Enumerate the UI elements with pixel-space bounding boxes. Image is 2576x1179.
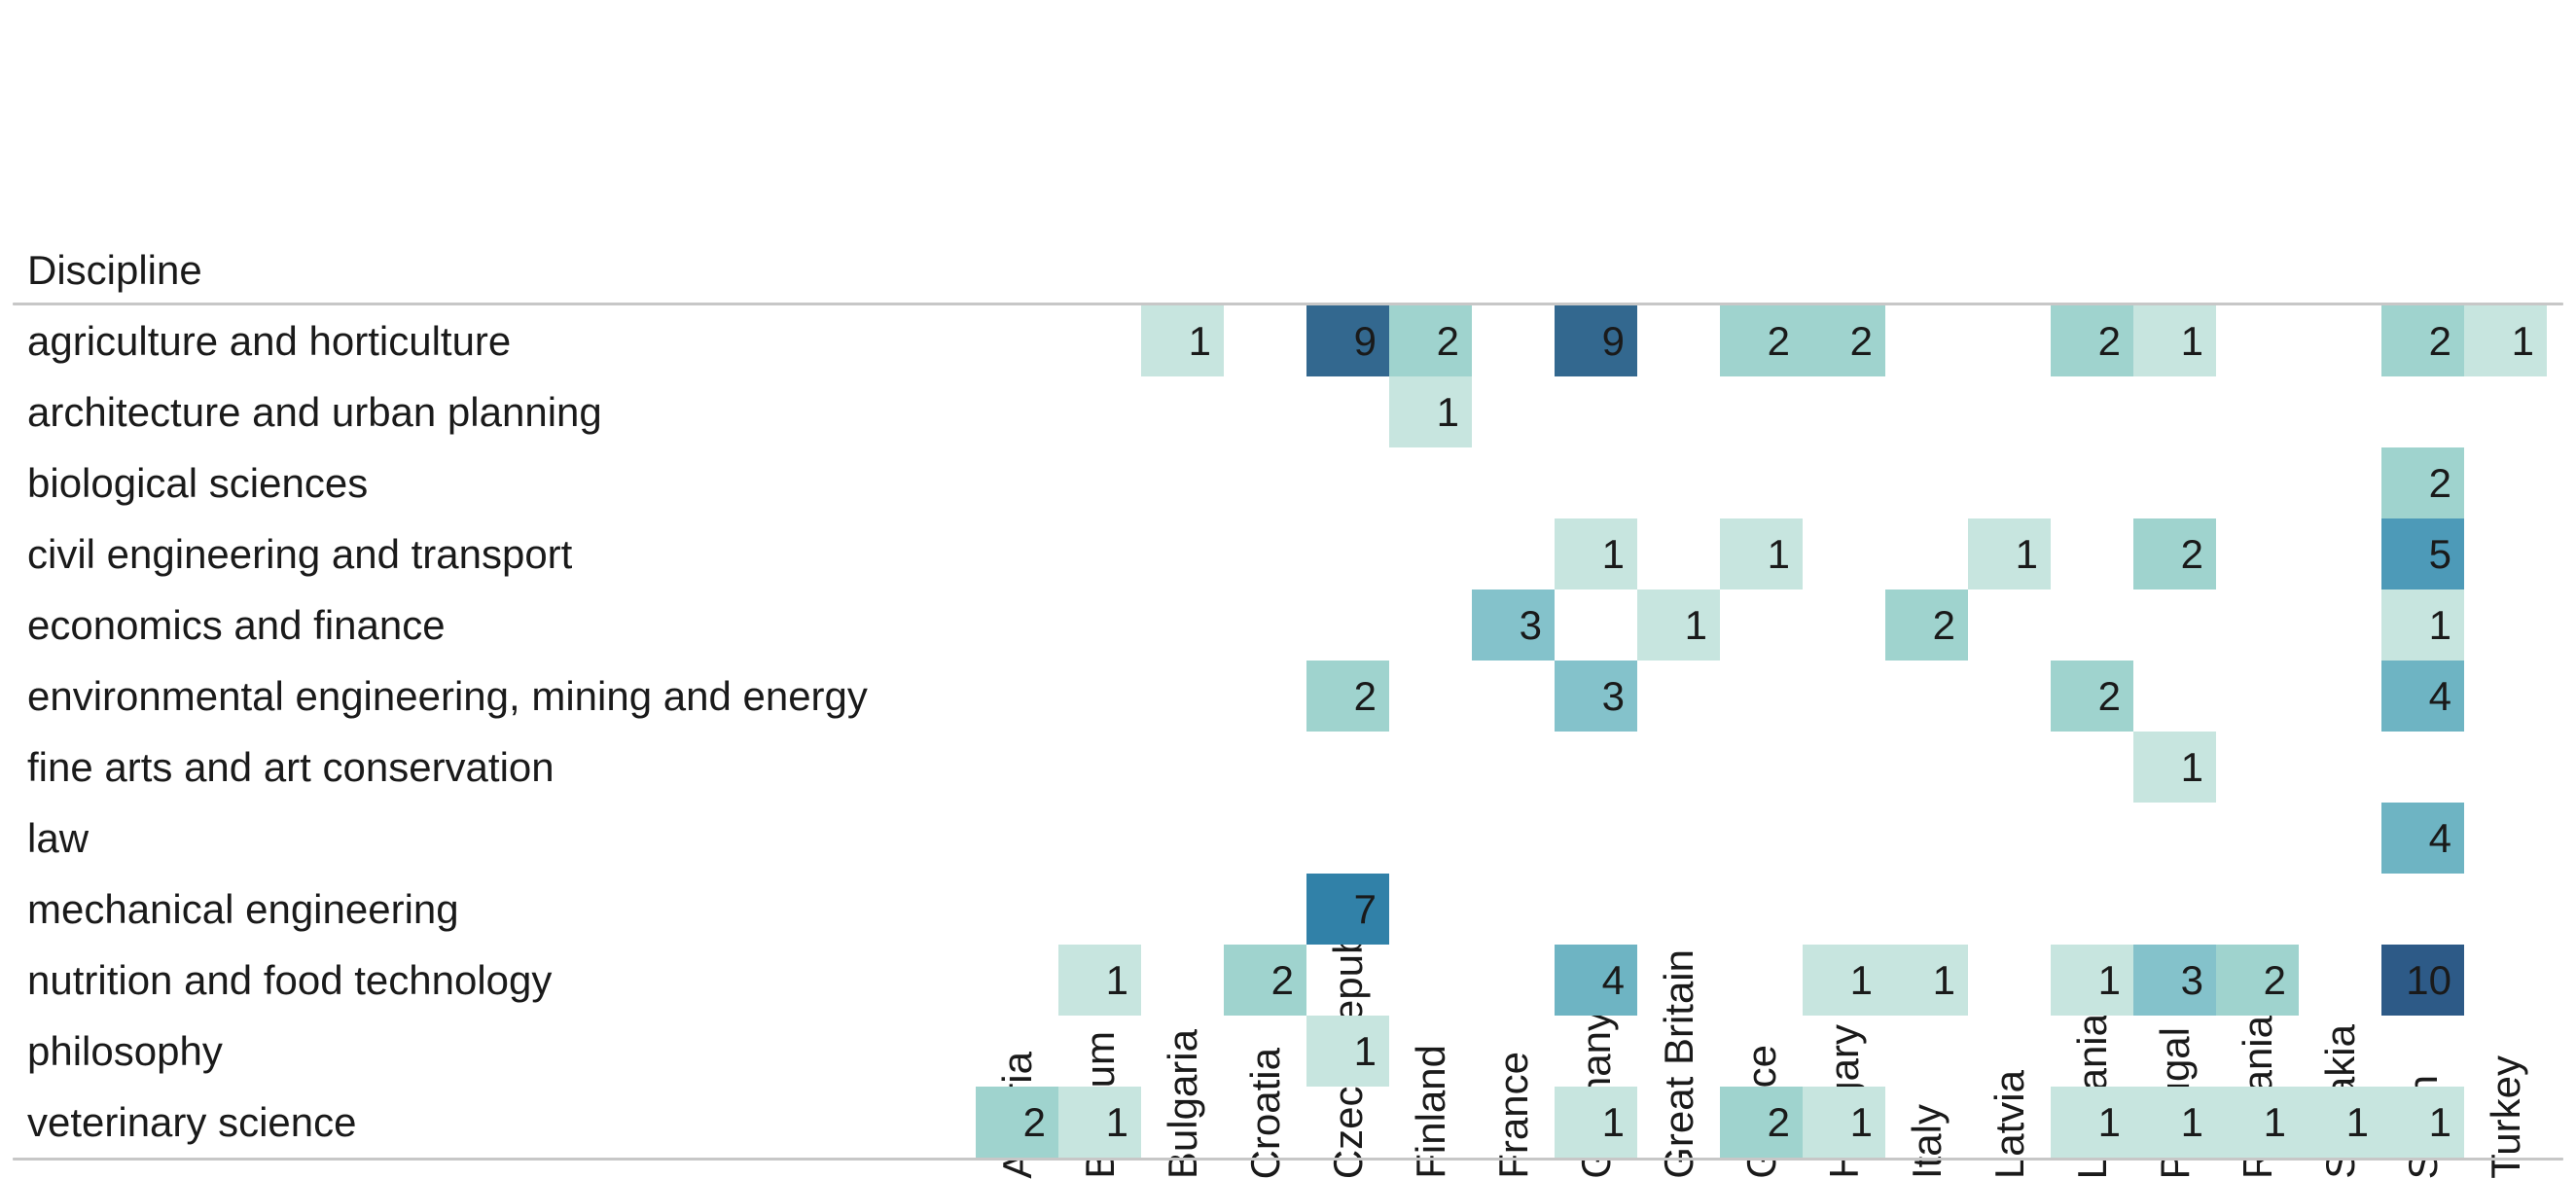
row-biological-sciences: biological sciences 2 (0, 447, 2576, 518)
cell-environmental-engineering-mining-and-energy-spain[interactable]: 4 (2381, 661, 2464, 732)
cell-veterinary-science-portugal[interactable]: 1 (2133, 1087, 2216, 1158)
cell-economics-and-finance-italy[interactable]: 2 (1885, 590, 1968, 661)
row-header-title: Discipline (27, 247, 202, 293)
row-agriculture-and-horticulture: agriculture and horticulture 1 9 2 9 2 2 2 1 2 1 (0, 305, 2576, 376)
row-architecture-and-urban-planning: architecture and urban planning 1 (0, 376, 2576, 447)
row-label[interactable]: biological sciences (27, 459, 369, 506)
cell-environmental-engineering-mining-and-energy-czech-republic[interactable]: 2 (1306, 661, 1389, 732)
cell-economics-and-finance-france[interactable]: 3 (1472, 590, 1555, 661)
row-label[interactable]: economics and finance (27, 601, 446, 648)
cell-agriculture-and-horticulture-czech-republic[interactable]: 9 (1306, 305, 1389, 376)
cell-civil-engineering-and-transport-portugal[interactable]: 2 (2133, 518, 2216, 590)
cell-nutrition-and-food-technology-croatia[interactable]: 2 (1224, 945, 1306, 1016)
cell-agriculture-and-horticulture-spain[interactable]: 2 (2381, 305, 2464, 376)
row-veterinary-science: veterinary science 2 1 1 2 1 1 1 1 1 1 (0, 1087, 2576, 1158)
cell-nutrition-and-food-technology-romania[interactable]: 2 (2216, 945, 2299, 1016)
cell-agriculture-and-horticulture-lithuania[interactable]: 2 (2051, 305, 2133, 376)
cell-architecture-and-urban-planning-finland[interactable]: 1 (1389, 376, 1472, 447)
cell-civil-engineering-and-transport-germany[interactable]: 1 (1555, 518, 1637, 590)
cell-nutrition-and-food-technology-hungary[interactable]: 1 (1803, 945, 1885, 1016)
row-label[interactable]: law (27, 814, 89, 861)
cell-philosophy-czech-republic[interactable]: 1 (1306, 1016, 1389, 1087)
cell-civil-engineering-and-transport-greece[interactable]: 1 (1720, 518, 1803, 590)
row-label[interactable]: architecture and urban planning (27, 388, 602, 435)
row-civil-engineering-and-transport: civil engineering and transport 1 1 1 2 5 (0, 518, 2576, 590)
cell-veterinary-science-belgium[interactable]: 1 (1058, 1087, 1141, 1158)
row-philosophy: philosophy 1 (0, 1016, 2576, 1087)
cell-mechanical-engineering-czech-republic[interactable]: 7 (1306, 874, 1389, 945)
cell-law-spain[interactable]: 4 (2381, 803, 2464, 874)
cell-nutrition-and-food-technology-germany[interactable]: 4 (1555, 945, 1637, 1016)
cell-veterinary-science-germany[interactable]: 1 (1555, 1087, 1637, 1158)
row-label[interactable]: philosophy (27, 1027, 223, 1074)
cell-agriculture-and-horticulture-finland[interactable]: 2 (1389, 305, 1472, 376)
header-separator-rule (13, 303, 2563, 305)
cell-veterinary-science-hungary[interactable]: 1 (1803, 1087, 1885, 1158)
cell-nutrition-and-food-technology-spain[interactable]: 10 (2381, 945, 2464, 1016)
row-mechanical-engineering: mechanical engineering 7 (0, 874, 2576, 945)
cell-environmental-engineering-mining-and-energy-lithuania[interactable]: 2 (2051, 661, 2133, 732)
row-label[interactable]: agriculture and horticulture (27, 317, 512, 364)
row-label[interactable]: veterinary science (27, 1098, 357, 1145)
cell-agriculture-and-horticulture-turkey[interactable]: 1 (2464, 305, 2547, 376)
cell-veterinary-science-lithuania[interactable]: 1 (2051, 1087, 2133, 1158)
cell-biological-sciences-spain[interactable]: 2 (2381, 447, 2464, 518)
cell-agriculture-and-horticulture-hungary[interactable]: 2 (1803, 305, 1885, 376)
row-nutrition-and-food-technology: nutrition and food technology 1 2 4 1 1 1 3 2 10 (0, 945, 2576, 1016)
cell-veterinary-science-spain[interactable]: 1 (2381, 1087, 2464, 1158)
cell-environmental-engineering-mining-and-energy-germany[interactable]: 3 (1555, 661, 1637, 732)
cell-nutrition-and-food-technology-italy[interactable]: 1 (1885, 945, 1968, 1016)
row-label[interactable]: fine arts and art conservation (27, 743, 555, 790)
cell-agriculture-and-horticulture-bulgaria[interactable]: 1 (1141, 305, 1224, 376)
cell-agriculture-and-horticulture-greece[interactable]: 2 (1720, 305, 1803, 376)
cell-nutrition-and-food-technology-portugal[interactable]: 3 (2133, 945, 2216, 1016)
cell-nutrition-and-food-technology-lithuania[interactable]: 1 (2051, 945, 2133, 1016)
row-label[interactable]: mechanical engineering (27, 885, 459, 932)
row-environmental-engineering-mining-and-energy: environmental engineering, mining and en… (0, 661, 2576, 732)
cell-economics-and-finance-spain[interactable]: 1 (2381, 590, 2464, 661)
row-law: law 4 (0, 803, 2576, 874)
cell-civil-engineering-and-transport-latvia[interactable]: 1 (1968, 518, 2051, 590)
cell-economics-and-finance-great-britain[interactable]: 1 (1637, 590, 1720, 661)
cell-civil-engineering-and-transport-spain[interactable]: 5 (2381, 518, 2464, 590)
row-label[interactable]: environmental engineering, mining and en… (27, 672, 868, 719)
cell-fine-arts-and-art-conservation-portugal[interactable]: 1 (2133, 732, 2216, 803)
cell-veterinary-science-greece[interactable]: 2 (1720, 1087, 1803, 1158)
cell-agriculture-and-horticulture-portugal[interactable]: 1 (2133, 305, 2216, 376)
cell-veterinary-science-romania[interactable]: 1 (2216, 1087, 2299, 1158)
row-fine-arts-and-art-conservation: fine arts and art conservation 1 (0, 732, 2576, 803)
bottom-rule (13, 1158, 2563, 1161)
cell-veterinary-science-austria[interactable]: 2 (976, 1087, 1058, 1158)
row-label[interactable]: nutrition and food technology (27, 956, 553, 1003)
row-economics-and-finance: economics and finance 3 1 2 1 (0, 590, 2576, 661)
cell-agriculture-and-horticulture-germany[interactable]: 9 (1555, 305, 1637, 376)
cell-nutrition-and-food-technology-belgium[interactable]: 1 (1058, 945, 1141, 1016)
cell-veterinary-science-slovakia[interactable]: 1 (2299, 1087, 2381, 1158)
row-label[interactable]: civil engineering and transport (27, 530, 573, 577)
